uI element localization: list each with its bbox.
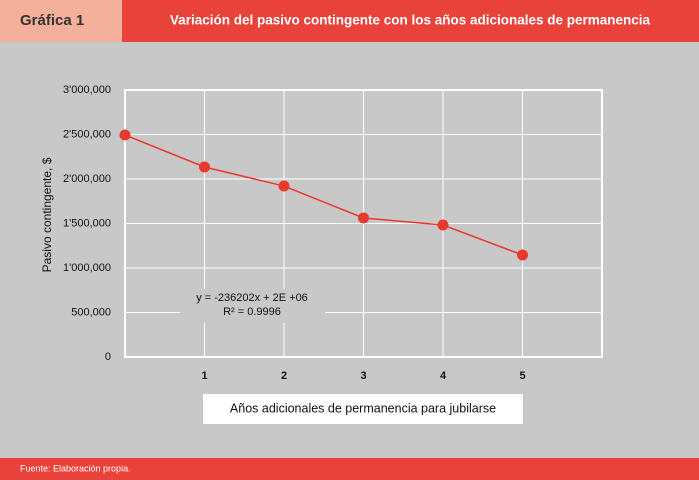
title-box	[122, 0, 699, 42]
series-line	[124, 134, 523, 256]
data-point	[119, 129, 131, 141]
x-tick-label: 1	[201, 370, 207, 382]
x-tick-label: 3	[360, 370, 366, 382]
x-tick-label: 4	[440, 370, 447, 382]
y-tick-label: 2'500,000	[63, 128, 111, 140]
chart-label: Gráfica 1	[20, 12, 84, 29]
x-tick-label: 5	[519, 370, 525, 382]
data-point	[437, 219, 449, 231]
footer-box	[0, 458, 699, 480]
y-tick-label: 2'000,000	[63, 173, 111, 185]
y-tick-label: 1'000,000	[63, 262, 111, 274]
chart-title: Variación del pasivo contingente con los…	[170, 13, 651, 28]
data-point	[199, 161, 210, 173]
annotation: y = -236202x + 2E +06	[196, 292, 308, 304]
y-tick-label: 500,000	[71, 306, 111, 318]
data-point	[517, 249, 528, 261]
y-tick-label: 1'500,000	[63, 217, 111, 229]
y-tick-label: 3'000,000	[63, 84, 111, 96]
data-point	[278, 180, 290, 192]
annotation: R² = 0.9996	[223, 306, 281, 318]
label-box	[0, 0, 122, 42]
y-axis-label: Pasivo contingente, $	[40, 157, 54, 272]
y-tick-label: 0	[105, 351, 111, 363]
x-tick-label: 2	[281, 370, 287, 382]
x-label-box	[203, 394, 523, 424]
x-axis-label: Años adicionales de permanencia para jub…	[230, 401, 496, 415]
data-point	[358, 212, 369, 224]
annotation-box	[180, 289, 325, 323]
source: Fuente: Elaboración propia.	[20, 463, 131, 473]
